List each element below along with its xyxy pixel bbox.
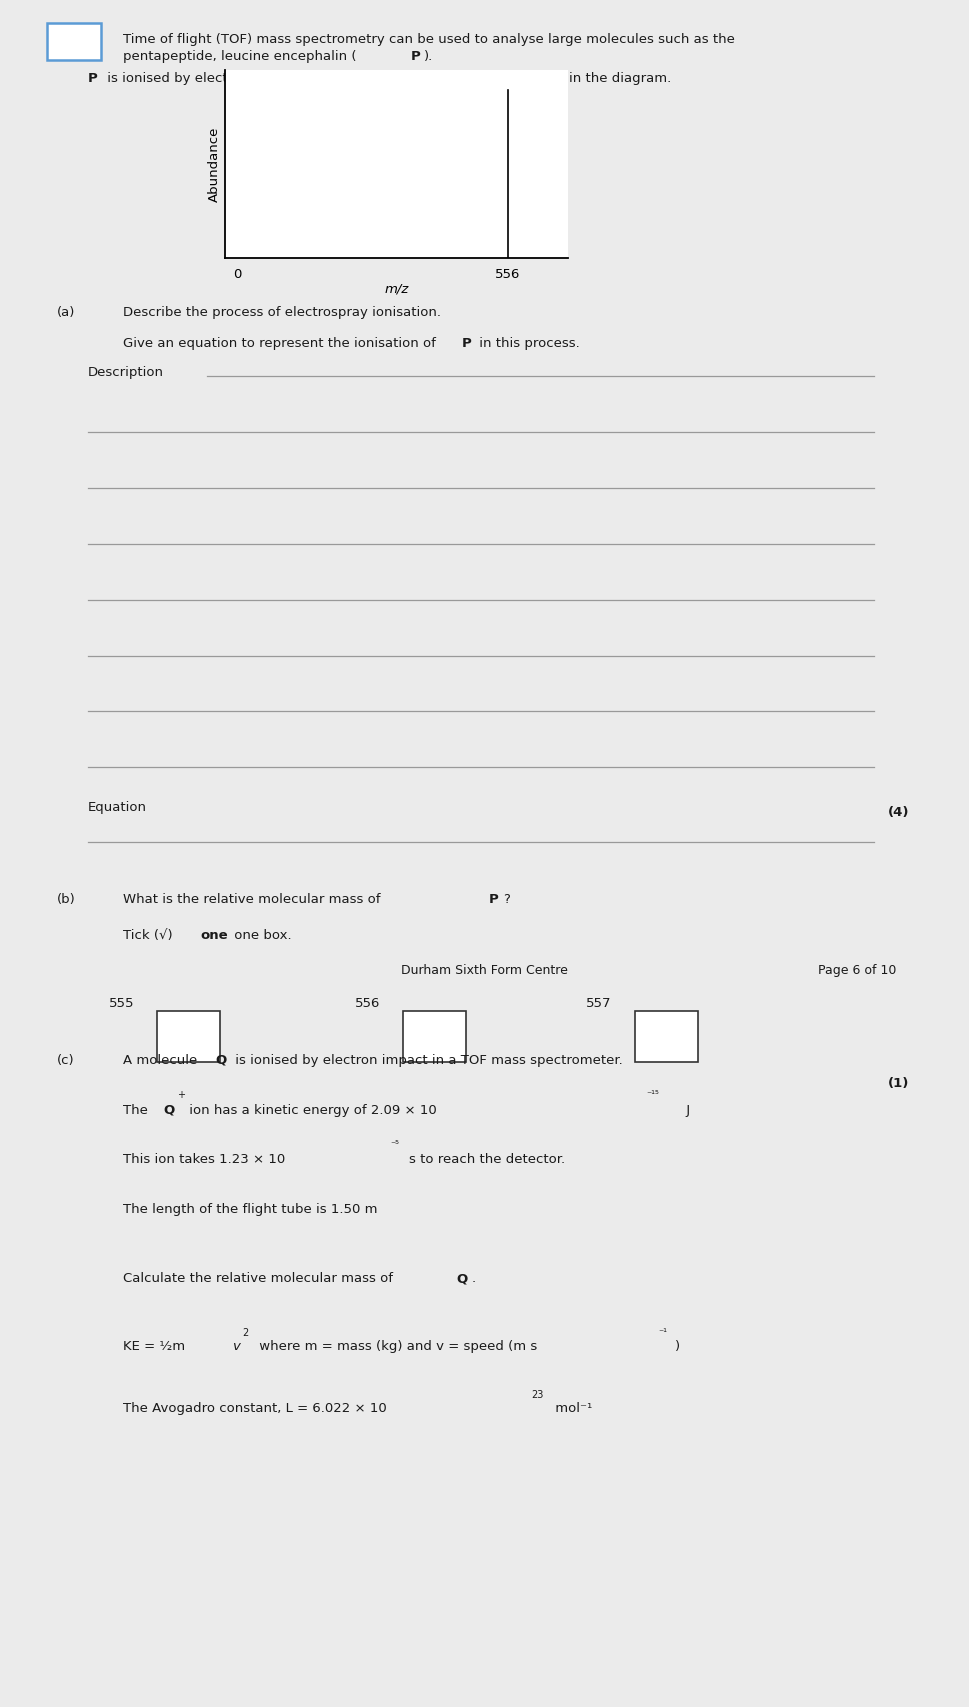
Text: ⁻⁵: ⁻⁵ (390, 1140, 399, 1149)
Text: 557: 557 (586, 997, 611, 1011)
Text: ).: ). (424, 50, 433, 63)
Text: ion has a kinetic energy of 2.09 × 10: ion has a kinetic energy of 2.09 × 10 (185, 1104, 437, 1116)
Text: Page 6 of 10: Page 6 of 10 (819, 964, 896, 976)
Text: Time of flight (TOF) mass spectrometry can be used to analyse large molecules su: Time of flight (TOF) mass spectrometry c… (123, 34, 735, 46)
Text: P: P (489, 893, 499, 906)
Text: is ionised by electrospray ionisation and its mass spectrum is shown in the diag: is ionised by electrospray ionisation an… (103, 72, 672, 85)
Text: 2: 2 (242, 1328, 249, 1338)
Text: KE = ½m: KE = ½m (123, 1340, 185, 1354)
Text: The length of the flight tube is 1.50 m: The length of the flight tube is 1.50 m (123, 1203, 378, 1215)
Text: ⁻¹⁵: ⁻¹⁵ (646, 1089, 660, 1099)
Text: in this process.: in this process. (475, 338, 580, 350)
Text: Give an equation to represent the ionisation of: Give an equation to represent the ionisa… (123, 338, 440, 350)
Text: The: The (123, 1104, 152, 1116)
Text: 4.: 4. (66, 38, 82, 53)
Text: P: P (411, 50, 421, 63)
Text: Equation: Equation (88, 801, 147, 814)
Text: Durham Sixth Form Centre: Durham Sixth Form Centre (401, 964, 568, 976)
Text: (4): (4) (888, 806, 909, 819)
Text: ): ) (675, 1340, 680, 1354)
X-axis label: m/z: m/z (385, 282, 409, 295)
Text: J: J (682, 1104, 690, 1116)
Text: Calculate the relative molecular mass of: Calculate the relative molecular mass of (123, 1272, 397, 1285)
Text: Q: Q (456, 1272, 468, 1285)
Text: pentapeptide, leucine encephalin (: pentapeptide, leucine encephalin ( (123, 50, 357, 63)
Bar (403, 1012, 466, 1062)
Text: +: + (177, 1089, 185, 1099)
Text: 555: 555 (109, 997, 135, 1011)
Text: (1): (1) (888, 1077, 909, 1091)
Text: ?: ? (503, 893, 510, 906)
Text: (b): (b) (56, 893, 76, 906)
Text: This ion takes 1.23 × 10: This ion takes 1.23 × 10 (123, 1154, 286, 1166)
Text: (a): (a) (56, 307, 75, 319)
Y-axis label: Abundance: Abundance (208, 126, 221, 201)
Text: one: one (201, 929, 228, 942)
Text: ⁻¹: ⁻¹ (659, 1328, 668, 1338)
Text: What is the relative molecular mass of: What is the relative molecular mass of (123, 893, 385, 906)
Text: P: P (461, 338, 471, 350)
Text: P: P (88, 72, 98, 85)
Text: Q: Q (163, 1104, 174, 1116)
Text: Description: Description (88, 367, 164, 379)
Text: where m = mass (kg) and v = speed (m s: where m = mass (kg) and v = speed (m s (255, 1340, 537, 1354)
Text: .: . (472, 1272, 476, 1285)
Text: A molecule: A molecule (123, 1053, 202, 1067)
Text: Tick (√): Tick (√) (123, 929, 177, 942)
Text: mol⁻¹: mol⁻¹ (551, 1403, 592, 1415)
Text: Q: Q (216, 1053, 227, 1067)
Text: is ionised by electron impact in a TOF mass spectrometer.: is ionised by electron impact in a TOF m… (231, 1053, 622, 1067)
Text: one box.: one box. (230, 929, 292, 942)
FancyBboxPatch shape (47, 22, 101, 60)
Text: Describe the process of electrospray ionisation.: Describe the process of electrospray ion… (123, 307, 441, 319)
Text: 556: 556 (355, 997, 380, 1011)
Text: s to reach the detector.: s to reach the detector. (409, 1154, 565, 1166)
Text: v: v (232, 1340, 239, 1354)
Bar (635, 1012, 698, 1062)
Bar (158, 1012, 221, 1062)
Text: The Avogadro constant, L = 6.022 × 10: The Avogadro constant, L = 6.022 × 10 (123, 1403, 387, 1415)
Text: 23: 23 (531, 1389, 544, 1400)
Text: (c): (c) (56, 1053, 75, 1067)
